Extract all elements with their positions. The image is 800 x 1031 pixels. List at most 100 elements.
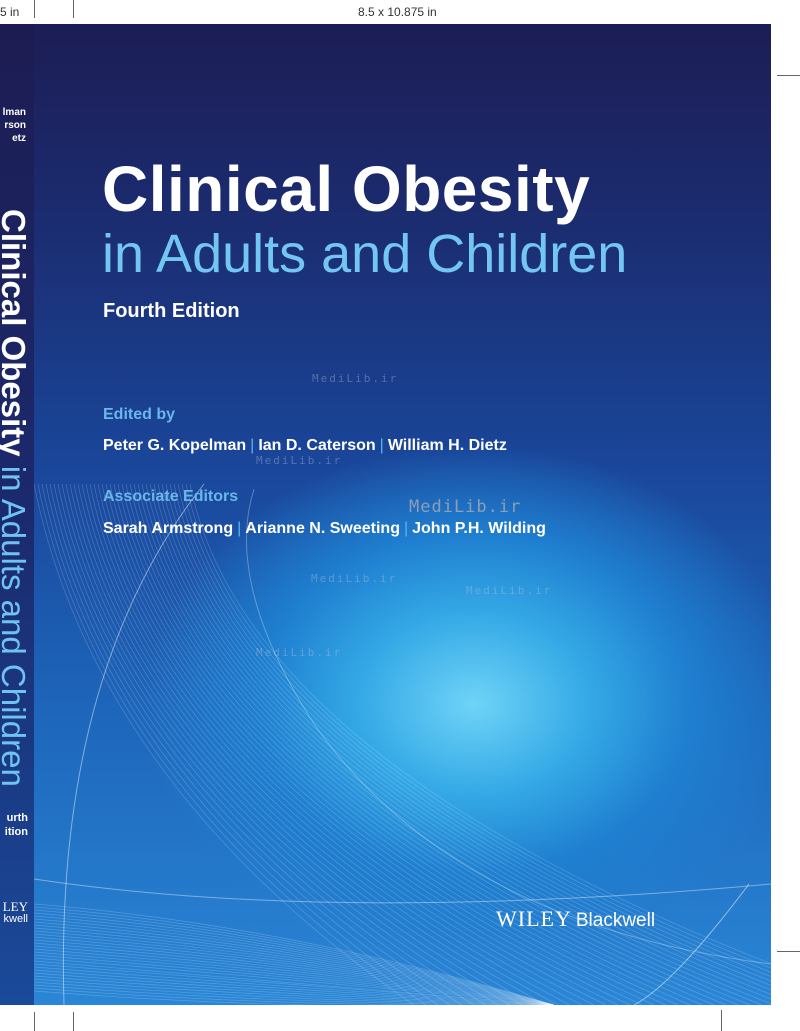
book-spine: lman rson etz Clinical Obesity in Adults… bbox=[0, 24, 34, 1005]
cover-swirl-lines bbox=[34, 483, 771, 1005]
spine-author: rson bbox=[4, 120, 26, 131]
swirl-line bbox=[57, 483, 487, 1005]
swirl-line bbox=[34, 909, 555, 1005]
swirl-line bbox=[97, 483, 607, 1005]
swirl-line bbox=[165, 483, 771, 991]
swirl-line bbox=[73, 483, 535, 1005]
swirl-line bbox=[37, 483, 427, 1005]
arc-line bbox=[34, 878, 771, 904]
swirl-line bbox=[145, 483, 751, 1005]
watermark: MediLib.ir bbox=[466, 584, 553, 597]
swirl-line bbox=[105, 483, 631, 1005]
swirl-line bbox=[149, 483, 763, 1005]
spine-publisher-line: LEY bbox=[2, 899, 28, 914]
swirl-line bbox=[34, 969, 555, 1005]
associate-editor-name: Arianne N. Sweeting bbox=[245, 520, 400, 537]
swirl-line bbox=[34, 963, 555, 1005]
swirl-line bbox=[34, 927, 555, 1005]
spine-authors: lman rson etz bbox=[3, 106, 26, 145]
swirl-line bbox=[34, 984, 555, 1005]
swirl-line bbox=[49, 483, 463, 1005]
swirl-line bbox=[181, 483, 771, 973]
swirl-line bbox=[45, 483, 451, 1005]
spine-title-main: Clinical Obesity bbox=[0, 209, 32, 457]
crop-mark bbox=[721, 1010, 722, 1031]
swirl-line bbox=[185, 483, 771, 969]
swirl-line bbox=[34, 906, 555, 1005]
watermark: MediLib.ir bbox=[256, 646, 343, 659]
swirl-line bbox=[34, 930, 555, 1005]
arc-line bbox=[633, 883, 750, 1005]
watermark: MediLib.ir bbox=[311, 572, 398, 585]
swirl-line bbox=[129, 483, 703, 1005]
swirl-line bbox=[125, 483, 691, 1005]
swirl-line bbox=[34, 915, 555, 1005]
separator: | bbox=[250, 437, 255, 454]
swirl-line bbox=[34, 954, 555, 1005]
swirl-line bbox=[141, 483, 739, 1005]
swirl-line bbox=[81, 483, 559, 1005]
swirl-line bbox=[34, 945, 555, 1005]
swirl-line bbox=[34, 936, 555, 1005]
spine-edition: urth ition bbox=[5, 811, 28, 839]
swirl-line bbox=[77, 483, 547, 1005]
swirl-line bbox=[34, 912, 555, 1005]
swirl-line bbox=[53, 483, 475, 1005]
arc-line bbox=[246, 488, 771, 965]
editor-name: Ian D. Caterson bbox=[258, 437, 376, 454]
swirl-line bbox=[137, 483, 727, 1005]
spine-edition-line: urth bbox=[6, 812, 28, 824]
spine-author: etz bbox=[12, 133, 26, 144]
swirl-line bbox=[34, 903, 555, 1005]
swirl-line bbox=[34, 987, 554, 1005]
editor-name: Peter G. Kopelman bbox=[103, 437, 247, 454]
swirl-line bbox=[34, 921, 555, 1005]
swirl-line bbox=[169, 483, 771, 986]
arc-line bbox=[62, 483, 205, 1005]
associate-editor-name: John P.H. Wilding bbox=[412, 520, 546, 537]
associate-editors-line: Sarah Armstrong | Arianne N. Sweeting | John… bbox=[103, 520, 546, 538]
swirl-line bbox=[34, 981, 555, 1005]
associate-editor-name: Sarah Armstrong bbox=[103, 520, 234, 537]
crop-mark bbox=[34, 1012, 35, 1031]
crop-mark bbox=[777, 75, 800, 76]
spine-author: lman bbox=[2, 107, 26, 118]
edition-label: Fourth Edition bbox=[103, 300, 240, 322]
swirl-line bbox=[133, 483, 715, 1005]
trim-size-label: 8.5 x 10.875 in bbox=[358, 5, 437, 19]
swirl-line bbox=[89, 483, 583, 1005]
spine-publisher-logo: LEY kwell bbox=[2, 899, 28, 925]
swirl-line bbox=[34, 951, 555, 1005]
swirl-line bbox=[65, 483, 511, 1005]
swirl-line bbox=[34, 975, 555, 1005]
swirl-line bbox=[173, 483, 771, 982]
separator: | bbox=[379, 437, 384, 454]
watermark: MediLib.ir bbox=[409, 497, 522, 517]
separator: | bbox=[403, 520, 409, 537]
swirl-line bbox=[101, 483, 619, 1005]
watermark: MediLib.ir bbox=[256, 454, 343, 467]
swirl-line bbox=[34, 990, 554, 1005]
editor-name: William H. Dietz bbox=[387, 437, 507, 454]
book-title: Clinical Obesity bbox=[102, 153, 591, 225]
swirl-line bbox=[34, 978, 555, 1005]
swirl-line bbox=[34, 957, 555, 1005]
wiley-blackwell-logo: WILEY Blackwell bbox=[496, 906, 655, 932]
swirl-line bbox=[161, 483, 771, 995]
wiley-wordmark: WILEY bbox=[496, 906, 572, 931]
swirl-line bbox=[117, 483, 667, 1005]
swirl-line bbox=[153, 483, 771, 1005]
swirl-line bbox=[61, 483, 499, 1005]
swirl-line bbox=[157, 483, 771, 1000]
crop-mark bbox=[73, 0, 74, 18]
swirl-line bbox=[41, 483, 439, 1005]
spine-title-sub: in Adults and Children bbox=[0, 465, 32, 787]
swirl-line bbox=[34, 483, 415, 1005]
swirl-line bbox=[121, 483, 679, 1005]
swirl-line bbox=[113, 483, 655, 1005]
swirl-line bbox=[93, 483, 595, 1005]
crop-mark bbox=[777, 951, 800, 952]
swirl-line bbox=[34, 918, 555, 1005]
crop-mark bbox=[73, 1012, 74, 1031]
spine-edition-line: ition bbox=[4, 826, 28, 838]
